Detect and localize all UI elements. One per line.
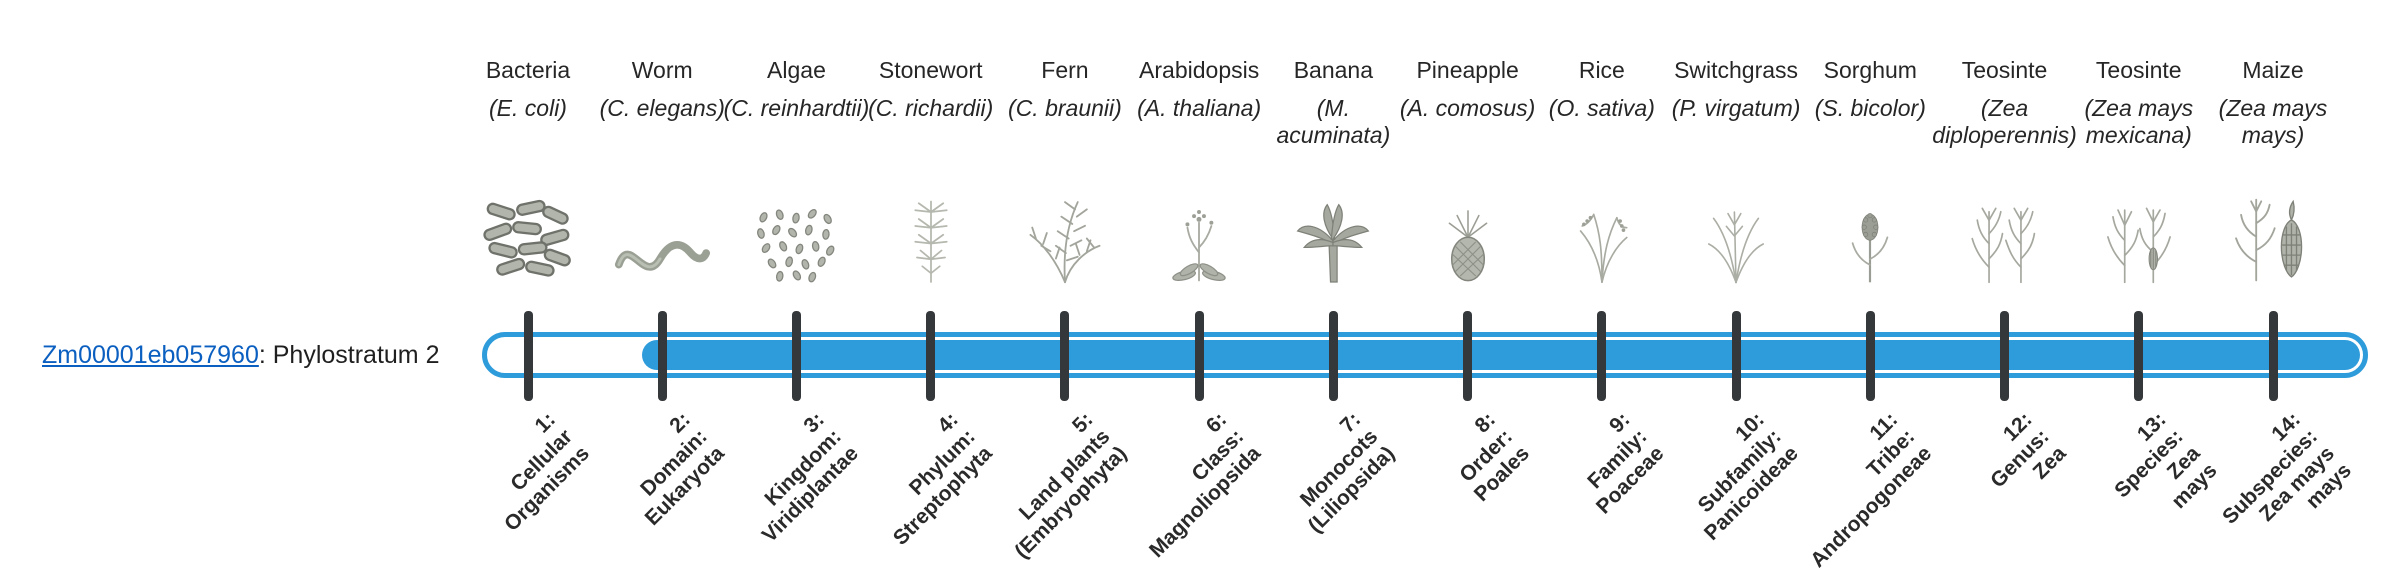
bar-filled-segment <box>642 340 2360 370</box>
organism-column: Algae (C. reinhardtii) <box>721 56 871 283</box>
organism-name: Fern <box>1041 57 1089 83</box>
gene-link[interactable]: Zm00001eb057960 <box>42 341 259 369</box>
organism-column: Arabidopsis (A. thaliana) <box>1124 56 1274 282</box>
tick-mark <box>791 311 801 401</box>
stratum-label: 14: Subspecies: Zea mays mays <box>2202 408 2358 564</box>
gene-label: Zm00001eb057960: Phylostratum 2 <box>42 341 440 370</box>
organism-column: Rice (O. sativa) <box>1527 56 1677 283</box>
tick-mark <box>2000 311 2010 401</box>
stratum-label: 2: Domain: Eukaryota <box>606 408 729 531</box>
arabidopsis-icon <box>1124 172 1274 284</box>
phylostrata-bar <box>482 332 2368 378</box>
algae-icon <box>721 172 871 284</box>
stratum-label: 12: Genus: Zea <box>1969 408 2071 510</box>
stratum-label: 7: Monocots (Liliopsida) <box>1270 408 1400 538</box>
stratum-label: 6: Class: Magnoliopsida <box>1111 408 1266 563</box>
stratum-label: 8: Order: Poales <box>1436 408 1535 507</box>
organism-scientific-name: (C. elegans) <box>599 94 725 121</box>
tick-mark <box>1194 311 1204 401</box>
organism-column: Sorghum (S. bicolor) <box>1795 56 1945 283</box>
organism-scientific-name: (Zea mays mays) <box>2218 94 2328 149</box>
maize-icon <box>2198 172 2348 284</box>
organism-scientific-name: (P. virgatum) <box>1671 94 1801 121</box>
organism-column: Pineapple (A. comosus) <box>1393 56 1543 282</box>
organism-column: Worm (C. elegans) <box>587 56 737 271</box>
stratum-label: 13: Species: Zea mays <box>2094 408 2223 537</box>
organism-scientific-name: (O. sativa) <box>1548 94 1655 121</box>
organism-scientific-name: (Zea mays mexicana) <box>2084 94 2194 149</box>
organism-scientific-name: (Zea diploperennis) <box>1932 94 2077 149</box>
tick-mark <box>1060 311 1070 401</box>
stonewort-icon <box>856 172 1006 284</box>
tick-mark <box>523 311 533 401</box>
gene-phylostratum-text: : Phylostratum 2 <box>258 341 440 369</box>
organism-name: Bacteria <box>485 57 571 83</box>
organism-name: Algae <box>767 57 826 83</box>
organism-column: Banana (M. acuminata) <box>1258 56 1408 283</box>
switchgrass-icon <box>1661 172 1811 284</box>
organism-name: Rice <box>1578 57 1625 83</box>
organism-column: Switchgrass (P. virgatum) <box>1661 56 1811 284</box>
tick-mark <box>1328 311 1338 401</box>
organism-name: Worm <box>631 57 693 83</box>
organism-scientific-name: (A. thaliana) <box>1137 94 1262 121</box>
stratum-label: 3: Kingdom: Viridiplantae <box>724 408 864 548</box>
tick-mark <box>1463 311 1473 401</box>
organism-scientific-name: (C. richardii) <box>868 94 994 121</box>
bacteria-icon <box>453 172 603 284</box>
stratum-label: 4: Phylum: Streptophyta <box>855 408 998 551</box>
tick-mark <box>926 311 936 401</box>
organism-column: Fern (C. braunii) <box>990 56 1140 284</box>
worm-icon <box>587 172 737 284</box>
organism-name: Pineapple <box>1416 57 1519 83</box>
organism-scientific-name: (C. braunii) <box>1008 94 1122 121</box>
tick-mark <box>1597 311 1607 401</box>
organism-name: Teosinte <box>2095 57 2182 83</box>
organism-name: Maize <box>2242 57 2304 83</box>
banana-icon <box>1258 172 1408 284</box>
organism-column: Teosinte (Zea diploperennis) <box>1930 56 2080 284</box>
organism-name: Switchgrass <box>1674 57 1799 83</box>
organism-name: Arabidopsis <box>1139 57 1260 83</box>
organism-column: Maize (Zea mays mays) <box>2198 56 2348 282</box>
stratum-label: 9: Family: Poaceae <box>1558 408 1669 519</box>
organism-scientific-name: (C. reinhardtii) <box>723 94 870 121</box>
organism-column: Stonewort (C. richardii) <box>856 56 1006 283</box>
teosinte-mexicana-icon <box>2064 172 2214 284</box>
sorghum-icon <box>1795 172 1945 284</box>
tick-mark <box>2268 311 2278 401</box>
tick-mark <box>1865 311 1875 401</box>
organism-scientific-name: (E. coli) <box>489 94 567 121</box>
stratum-label: 11: Tribe: Andropogoneae <box>1772 408 1937 573</box>
tick-mark <box>657 311 667 401</box>
organism-column: Teosinte (Zea mays mexicana) <box>2064 56 2214 284</box>
tick-mark <box>2134 311 2144 401</box>
organism-scientific-name: (M. acuminata) <box>1276 94 1391 149</box>
organism-scientific-name: (S. bicolor) <box>1814 94 1926 121</box>
stratum-label: 1: Cellular Organisms <box>466 408 595 537</box>
pineapple-icon <box>1393 172 1543 284</box>
organism-column: Bacteria (E. coli) <box>453 56 603 277</box>
tick-mark <box>1731 311 1741 401</box>
fern-icon <box>990 172 1140 284</box>
organism-name: Stonewort <box>878 57 983 83</box>
organism-name: Teosinte <box>1961 57 2048 83</box>
organism-scientific-name: (A. comosus) <box>1399 94 1536 121</box>
stratum-label: 5: Land plants (Embryophyta) <box>976 408 1132 564</box>
organism-name: Sorghum <box>1823 57 1917 83</box>
rice-icon <box>1527 172 1677 284</box>
organism-name: Banana <box>1293 57 1374 83</box>
teosinte-diploperennis-icon <box>1930 172 2080 284</box>
